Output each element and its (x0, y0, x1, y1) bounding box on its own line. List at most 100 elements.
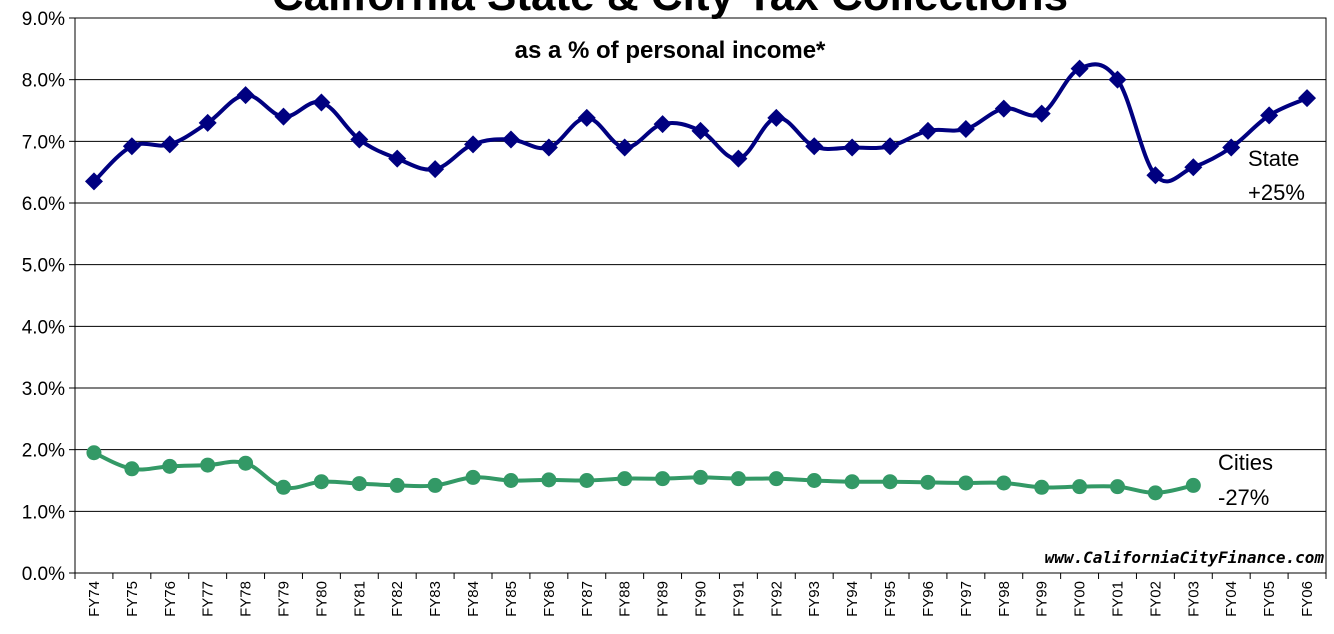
state-point (1032, 104, 1051, 123)
state-point (84, 172, 103, 191)
x-tick-label: FY93 (806, 581, 823, 617)
x-tick-label: FY85 (503, 581, 520, 617)
x-tick-label: FY04 (1223, 581, 1240, 617)
state-point (274, 107, 293, 126)
cities-point (276, 479, 291, 495)
cities-point (465, 469, 481, 485)
cities-point (617, 471, 633, 487)
state-point (767, 108, 786, 127)
y-tick-label: 0.0% (22, 564, 65, 585)
y-tick-label: 5.0% (22, 256, 65, 277)
y-tick-label: 4.0% (22, 317, 65, 338)
cities-point (1034, 479, 1050, 495)
state-point (691, 121, 710, 140)
cities-point (1072, 479, 1088, 495)
state-annotation-change: +25% (1248, 180, 1305, 205)
state-point (805, 137, 824, 156)
state-point (615, 138, 634, 157)
state-point (160, 135, 179, 154)
y-tick-label: 8.0% (22, 71, 65, 92)
cities-point (655, 471, 671, 487)
y-tick-label: 1.0% (22, 502, 65, 523)
x-tick-label: FY80 (313, 581, 330, 617)
x-tick-label: FY98 (996, 581, 1013, 617)
cities-point (958, 475, 974, 491)
cities-point (124, 461, 140, 477)
cities-point (882, 474, 898, 490)
y-tick-label: 2.0% (22, 441, 65, 462)
x-tick-label: FY87 (579, 581, 596, 617)
x-axis: FY74 FY75 FY76 FY77 FY78 FY79 FY80 FY81 FY82 FY83… (74, 573, 1327, 617)
x-tick-label: FY06 (1299, 581, 1316, 617)
x-tick-label: FY99 (1034, 581, 1051, 617)
state-annotation-label: State (1248, 146, 1299, 171)
x-tick-label: FY76 (162, 581, 179, 617)
x-tick-label: FY77 (200, 581, 217, 617)
state-point (1070, 59, 1089, 78)
x-tick-label: FY89 (655, 581, 672, 617)
cities-point (200, 457, 216, 473)
state-point (729, 149, 748, 168)
x-tick-label: FY00 (1072, 581, 1089, 617)
state-point (577, 108, 596, 127)
x-tick-label: FY74 (86, 581, 103, 617)
state-point (539, 138, 558, 157)
cities-point (693, 469, 708, 485)
cities-point (541, 472, 557, 488)
cities-point (579, 473, 595, 488)
x-tick-label: FY78 (238, 581, 255, 617)
x-tick-label: FY83 (427, 581, 444, 617)
cities-annotation-label: Cities (1218, 450, 1273, 475)
cities-point (1110, 479, 1125, 495)
state-point (956, 120, 975, 138)
x-tick-label: FY97 (958, 581, 975, 617)
cities-annotation-change: -27% (1218, 485, 1269, 510)
x-tick-label: FY91 (730, 581, 747, 617)
state-point (236, 86, 255, 105)
cities-point (86, 445, 102, 461)
cities-point (351, 476, 367, 492)
y-tick-label: 9.0% (22, 9, 65, 30)
x-tick-label: FY90 (693, 581, 710, 617)
state-point (1298, 89, 1317, 108)
state-point (843, 138, 862, 157)
state-point (312, 93, 331, 112)
y-tick-label: 6.0% (22, 194, 65, 215)
cities-point (806, 473, 822, 488)
source-credit: www.CaliforniaCityFinance.com (1045, 548, 1325, 567)
x-tick-label: FY81 (351, 581, 368, 617)
y-tick-label: 3.0% (22, 379, 65, 400)
x-tick-label: FY82 (389, 581, 406, 617)
cities-point (503, 473, 519, 488)
cities-point (844, 474, 860, 490)
state-point (653, 115, 672, 134)
cities-point (1185, 477, 1201, 493)
y-tick-label: 7.0% (22, 132, 65, 153)
x-tick-label: FY79 (276, 581, 293, 617)
state-point (1108, 70, 1127, 89)
x-tick-label: FY84 (465, 581, 482, 617)
cities-point (1147, 485, 1163, 501)
cities-series-line (93, 450, 1194, 495)
state-point (350, 130, 369, 149)
cities-point (313, 474, 329, 490)
state-point (501, 130, 520, 149)
x-tick-label: FY02 (1147, 581, 1164, 617)
series-layer (84, 59, 1317, 501)
x-tick-label: FY75 (124, 581, 141, 617)
cities-point (238, 455, 254, 471)
x-tick-label: FY95 (882, 581, 899, 617)
state-point (426, 160, 445, 179)
state-point (198, 113, 217, 132)
cities-point (162, 458, 178, 474)
state-point (1260, 106, 1279, 125)
x-tick-label: FY01 (1110, 581, 1127, 617)
cities-point (768, 471, 784, 487)
x-tick-label: FY88 (617, 581, 634, 617)
cities-point (920, 474, 936, 490)
x-tick-label: FY96 (920, 581, 937, 617)
state-point (994, 99, 1013, 118)
x-tick-label: FY94 (844, 581, 861, 617)
chart-title: California State & City Tax Collections (272, 0, 1068, 20)
